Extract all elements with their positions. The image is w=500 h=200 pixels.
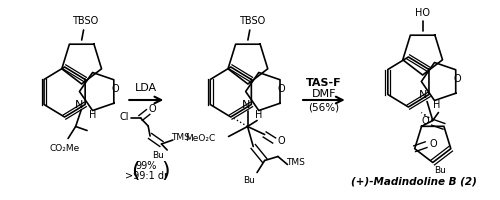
Text: H: H	[89, 110, 96, 120]
Text: TMS: TMS	[171, 132, 190, 142]
Text: >99:1 dr: >99:1 dr	[125, 171, 168, 181]
Text: HO: HO	[415, 8, 430, 18]
Text: Bu: Bu	[152, 152, 164, 160]
Text: N: N	[76, 100, 84, 110]
Text: O: O	[278, 84, 285, 95]
Text: MeO₂C: MeO₂C	[185, 134, 216, 143]
Text: TBSO: TBSO	[72, 16, 99, 26]
Text: O: O	[278, 137, 285, 146]
Text: N: N	[419, 90, 428, 100]
Text: (56%): (56%)	[308, 103, 340, 113]
Text: 99%: 99%	[136, 161, 157, 171]
Text: LDA: LDA	[135, 83, 158, 93]
Text: DMF: DMF	[312, 89, 336, 99]
Text: TMS: TMS	[286, 158, 304, 167]
Text: Cl: Cl	[120, 112, 129, 122]
Text: TBSO: TBSO	[238, 16, 265, 26]
Text: ): )	[162, 161, 170, 181]
Text: (: (	[131, 161, 140, 181]
Text: N: N	[242, 100, 250, 110]
Text: CO₂Me: CO₂Me	[49, 144, 80, 153]
Text: TAS-F: TAS-F	[306, 78, 342, 88]
Text: O: O	[112, 84, 120, 95]
Text: H: H	[256, 110, 262, 120]
Text: Bu: Bu	[244, 176, 256, 185]
Text: Bu: Bu	[434, 166, 446, 175]
Text: O: O	[421, 116, 428, 126]
Text: O: O	[454, 74, 462, 84]
Text: O: O	[148, 104, 156, 114]
Text: H: H	[433, 100, 440, 110]
Text: O: O	[430, 139, 438, 149]
Text: (+)-Madindoline B (2): (+)-Madindoline B (2)	[352, 177, 478, 187]
